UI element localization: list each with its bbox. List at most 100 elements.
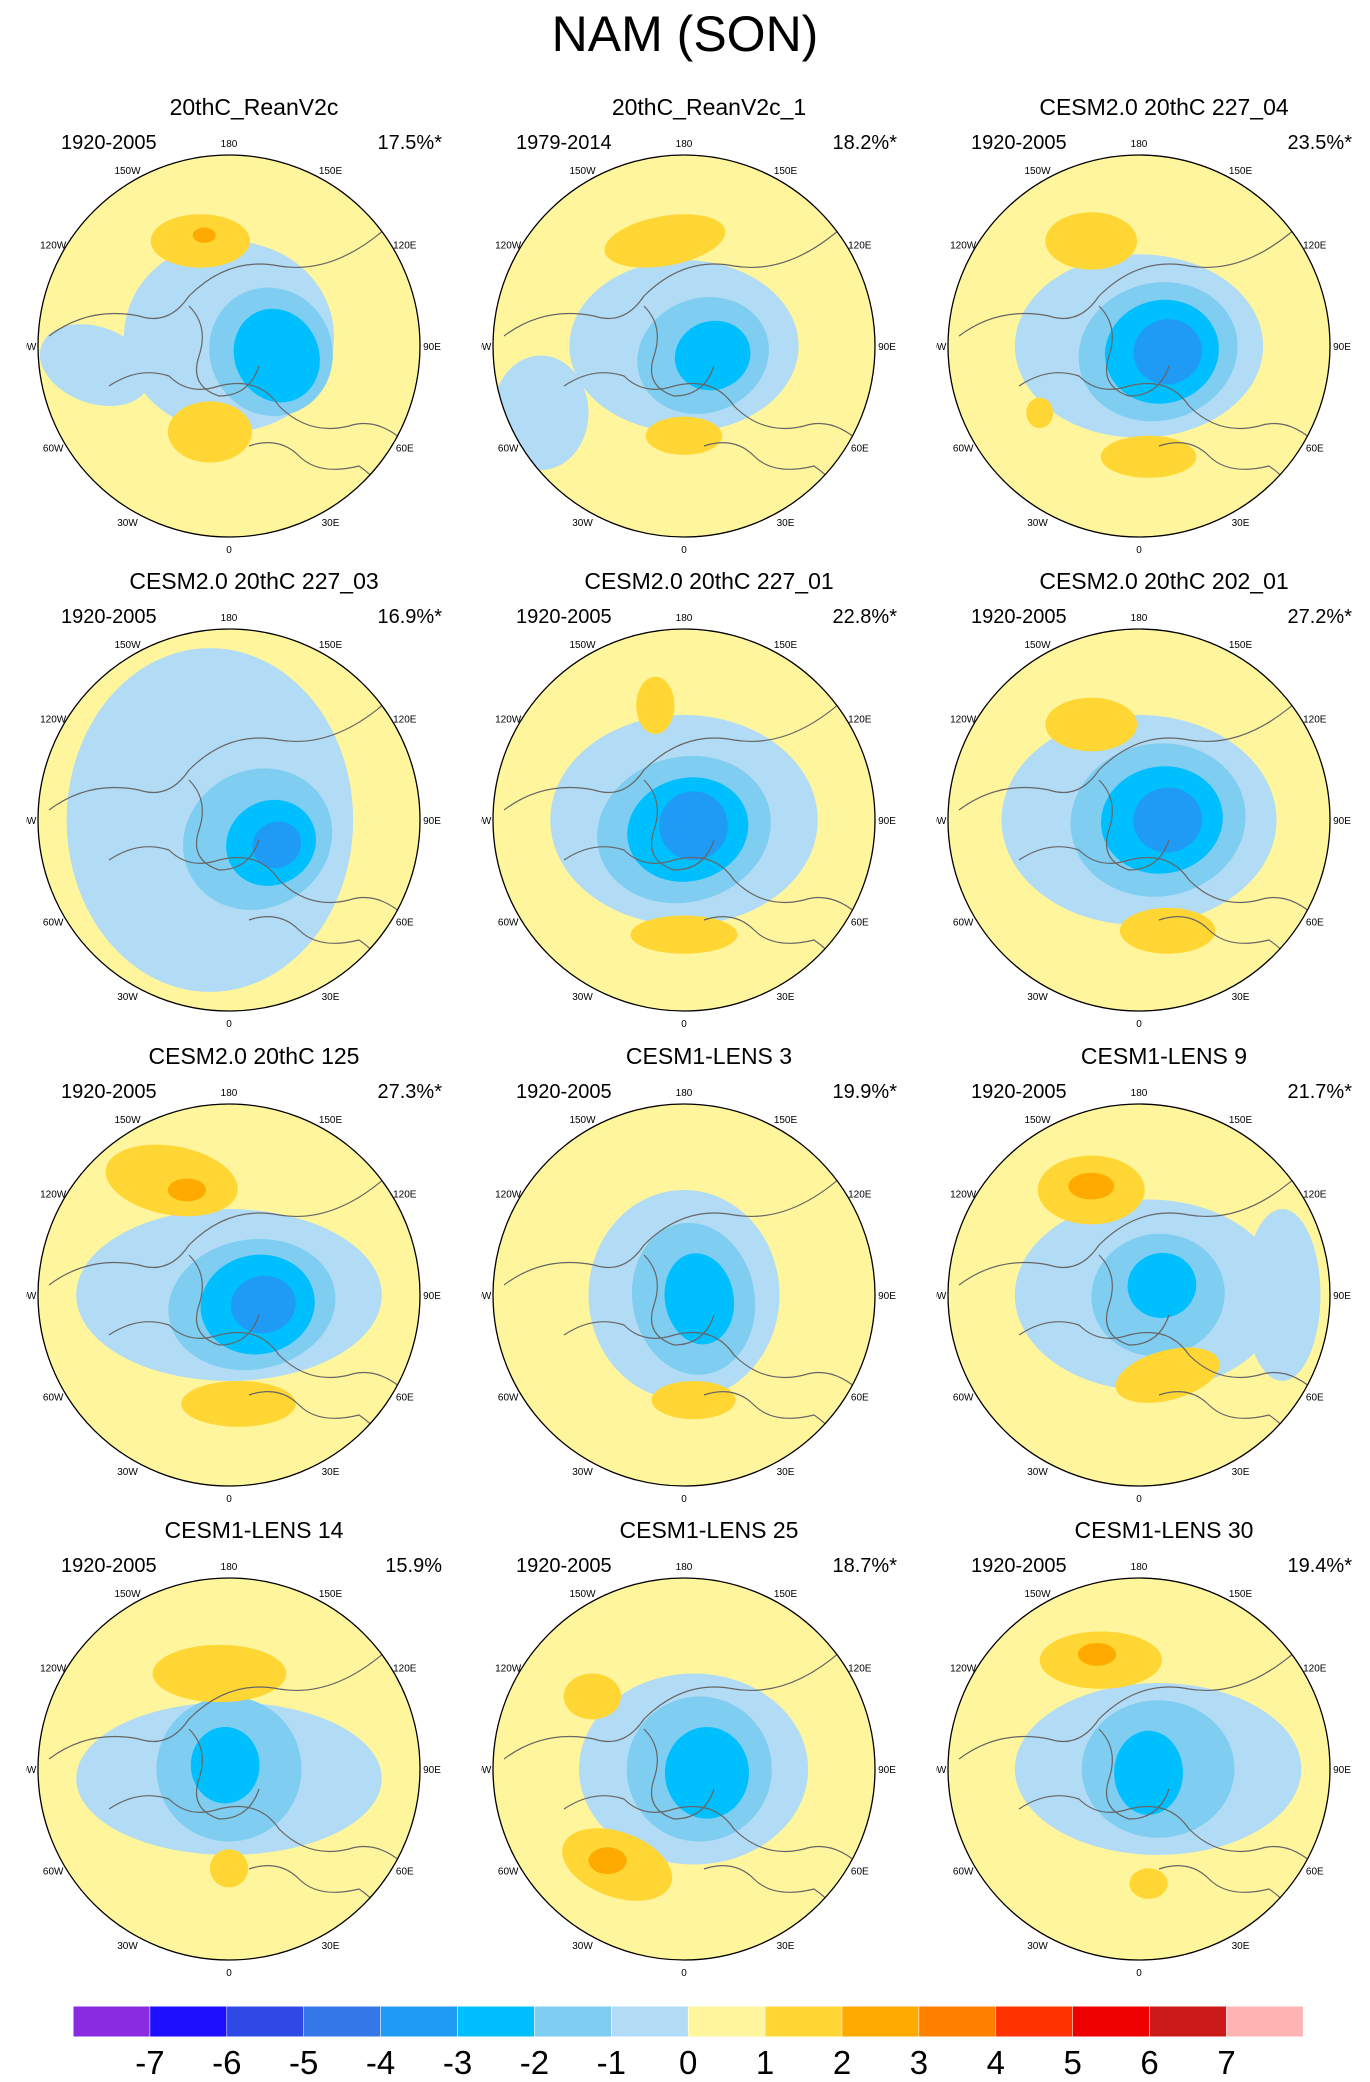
longitude-label: 150W: [1024, 166, 1051, 177]
longitude-label: 60E: [851, 1393, 869, 1404]
map-panel: CESM1-LENS 30 1920-2005 19.4%* 180 150E 12…: [936, 1515, 1370, 1985]
anomaly-contour: [1100, 435, 1197, 478]
coastline: [1098, 305, 1170, 397]
anomaly-contour: [636, 676, 675, 735]
map-panel: CESM2.0 20thC 202_01 1920-2005 27.2%* 18…: [936, 566, 1370, 1036]
longitude-label: 30E: [777, 1467, 795, 1478]
longitude-label: 120E: [1303, 715, 1327, 726]
map-border: [492, 1577, 876, 1961]
longitude-label: 30E: [322, 1941, 340, 1952]
longitude-label: 30E: [322, 992, 340, 1003]
polar-map: 180 150E 120E 90E 60E 30E 0 30W 60W 90W 120W 150W: [481, 1562, 896, 1979]
colorbar-label: 4: [987, 2044, 1005, 2081]
coastline: [643, 1728, 715, 1820]
coastline: [48, 689, 400, 811]
colorbar-label: -7: [135, 2044, 164, 2081]
longitude-label: 60E: [851, 444, 869, 455]
anomaly-field: [38, 155, 420, 537]
coastlines: [48, 215, 410, 527]
longitude-label: 30E: [777, 992, 795, 1003]
anomaly-field: [948, 1578, 1330, 1960]
panel-period: 1920-2005: [516, 606, 612, 628]
longitude-label: 180: [676, 1088, 693, 1099]
longitude-label: 60E: [396, 918, 414, 929]
coastline: [958, 1638, 1310, 1760]
longitude-label: 60W: [43, 1867, 64, 1878]
panel-variance: 15.9%: [385, 1555, 442, 1577]
panel-period: 1920-2005: [971, 132, 1067, 154]
colorbar-frame: [72, 2005, 1304, 2038]
anomaly-contour: [1129, 1868, 1168, 1899]
longitude-label: 90E: [878, 1765, 896, 1776]
longitude-label: 120W: [950, 241, 977, 252]
longitude-label: 90W: [936, 342, 947, 353]
colorbar: -7 -6 -5 -4 -3 -2 -1 0 1 2 3 4 5 6 7: [72, 2005, 1304, 2081]
longitude-label: 180: [1131, 1562, 1148, 1573]
coastline: [108, 1795, 410, 1870]
longitude-label: 90E: [423, 816, 441, 827]
longitude-label: 90E: [878, 342, 896, 353]
longitude-label: 150E: [1229, 166, 1253, 177]
longitude-label: 30W: [1027, 992, 1048, 1003]
longitude-label: 90E: [1333, 1291, 1351, 1302]
coastline: [108, 372, 410, 447]
longitude-label: 120W: [40, 241, 67, 252]
anomaly-field: [948, 629, 1330, 1011]
longitude-label: 0: [1136, 545, 1142, 556]
panel-title: 20thC_ReanV2c_1: [611, 94, 807, 120]
map-panel: CESM2.0 20thC 227_04 1920-2005 23.5%* 18…: [936, 92, 1370, 562]
longitude-label: 150E: [1229, 1589, 1253, 1600]
map-border: [37, 628, 421, 1012]
longitude-label: 0: [226, 1968, 232, 1979]
colorbar-swatch: [764, 2005, 843, 2038]
coastline: [643, 1254, 715, 1346]
anomaly-contour: [252, 821, 302, 869]
anomaly-contour: [645, 416, 723, 455]
longitude-label: 120W: [950, 1664, 977, 1675]
anomaly-contour: [664, 1726, 749, 1819]
longitude-label: 60E: [1306, 444, 1324, 455]
longitude-label: 90W: [26, 816, 37, 827]
longitude-label: 150W: [114, 1589, 141, 1600]
longitude-label: 0: [681, 1968, 687, 1979]
longitude-label: 180: [1131, 1088, 1148, 1099]
longitude-label: 150W: [569, 640, 596, 651]
panel-period: 1920-2005: [516, 1081, 612, 1103]
map-panel: CESM2.0 20thC 227_01 1920-2005 22.8%* 18…: [481, 566, 937, 1036]
coastline: [48, 1164, 400, 1286]
coastline: [1098, 1728, 1170, 1820]
anomaly-contour: [1244, 1209, 1321, 1381]
longitude-label: 150W: [114, 640, 141, 651]
colorbar-swatch: [534, 2005, 612, 2038]
longitude-label: 150W: [114, 1115, 141, 1126]
anomaly-contour: [1026, 397, 1054, 429]
longitude-label: 90W: [936, 1291, 947, 1302]
longitude-label: 120W: [950, 1190, 977, 1201]
longitude-label: 60W: [498, 1393, 519, 1404]
longitude-label: 60W: [953, 1393, 974, 1404]
anomaly-contour: [1045, 697, 1138, 752]
panel-title: CESM1-LENS 30: [1074, 1517, 1254, 1543]
anomaly-contour: [1119, 907, 1216, 954]
longitude-label: 60W: [43, 1393, 64, 1404]
longitude-label: 60W: [953, 918, 974, 929]
longitude-label: 120E: [1303, 241, 1327, 252]
longitude-label: 150E: [774, 1589, 798, 1600]
polar-map: 180 150E 120E 90E 60E 30E 0 30W 60W 90W 120W 150W: [936, 1562, 1351, 1979]
map-panel: CESM1-LENS 3 1920-2005 19.9%* 180 150E 120…: [481, 1041, 937, 1511]
longitude-label: 150E: [774, 166, 798, 177]
colorbar-label: 5: [1064, 2044, 1082, 2081]
map-border: [947, 154, 1331, 538]
coastline: [503, 1164, 855, 1286]
coastline: [503, 689, 855, 811]
colorbar-swatch: [841, 2005, 920, 2038]
longitude-label: 0: [1136, 1968, 1142, 1979]
longitude-label: 30W: [117, 1467, 138, 1478]
coastline: [563, 846, 865, 921]
panel-variance: 23.5%*: [1287, 132, 1353, 154]
longitude-label: 150E: [319, 1589, 343, 1600]
longitude-label: 90E: [423, 1765, 441, 1776]
panel-variance: 21.7%*: [1287, 1081, 1353, 1103]
map-panel: CESM1-LENS 14 1920-2005 15.9% 180 150E 120…: [26, 1515, 482, 1985]
anomaly-contour: [1045, 212, 1138, 270]
